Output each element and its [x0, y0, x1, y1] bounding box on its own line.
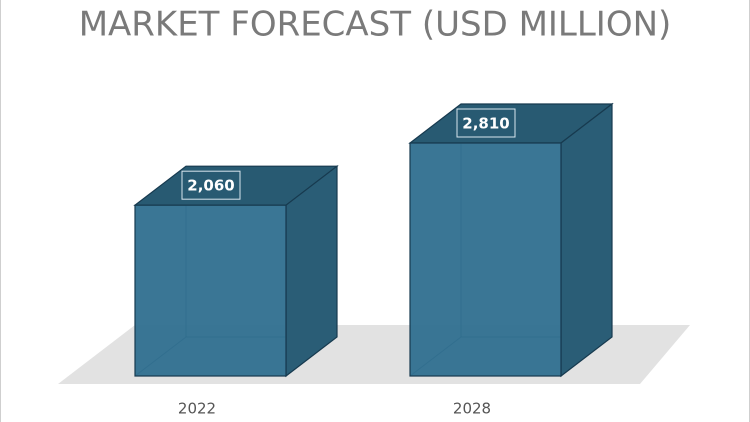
- chart-title: MARKET FORECAST (USD MILLION): [79, 5, 672, 45]
- value-label: 2,060: [187, 177, 234, 195]
- bar: [134, 204, 287, 377]
- x-tick-label: 2028: [453, 400, 491, 418]
- value-label: 2,810: [462, 115, 509, 133]
- value-label-box: [456, 108, 516, 138]
- value-label-box: [181, 170, 241, 200]
- bar: [409, 142, 562, 377]
- x-tick-label: 2022: [178, 400, 216, 418]
- bar-side: [560, 102, 613, 378]
